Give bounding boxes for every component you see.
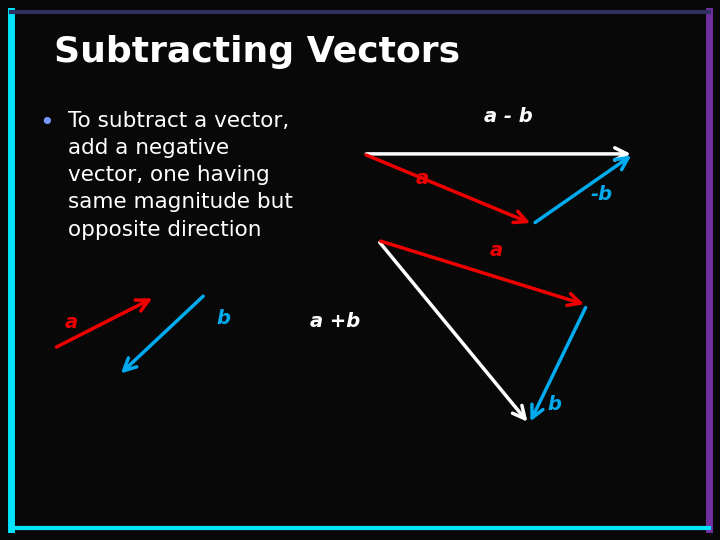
Text: To subtract a vector,
add a negative
vector, one having
same magnitude but
oppos: To subtract a vector, add a negative vec…: [68, 111, 293, 240]
Text: -b: -b: [590, 185, 613, 204]
Text: a +b: a +b: [310, 312, 360, 330]
Text: a: a: [490, 241, 503, 260]
Text: b: b: [547, 395, 561, 414]
Text: b: b: [216, 309, 230, 328]
Text: Subtracting Vectors: Subtracting Vectors: [54, 35, 460, 69]
Text: a: a: [416, 168, 429, 187]
Text: a: a: [65, 313, 78, 332]
Text: •: •: [40, 111, 54, 134]
Text: a - b: a - b: [484, 106, 533, 125]
